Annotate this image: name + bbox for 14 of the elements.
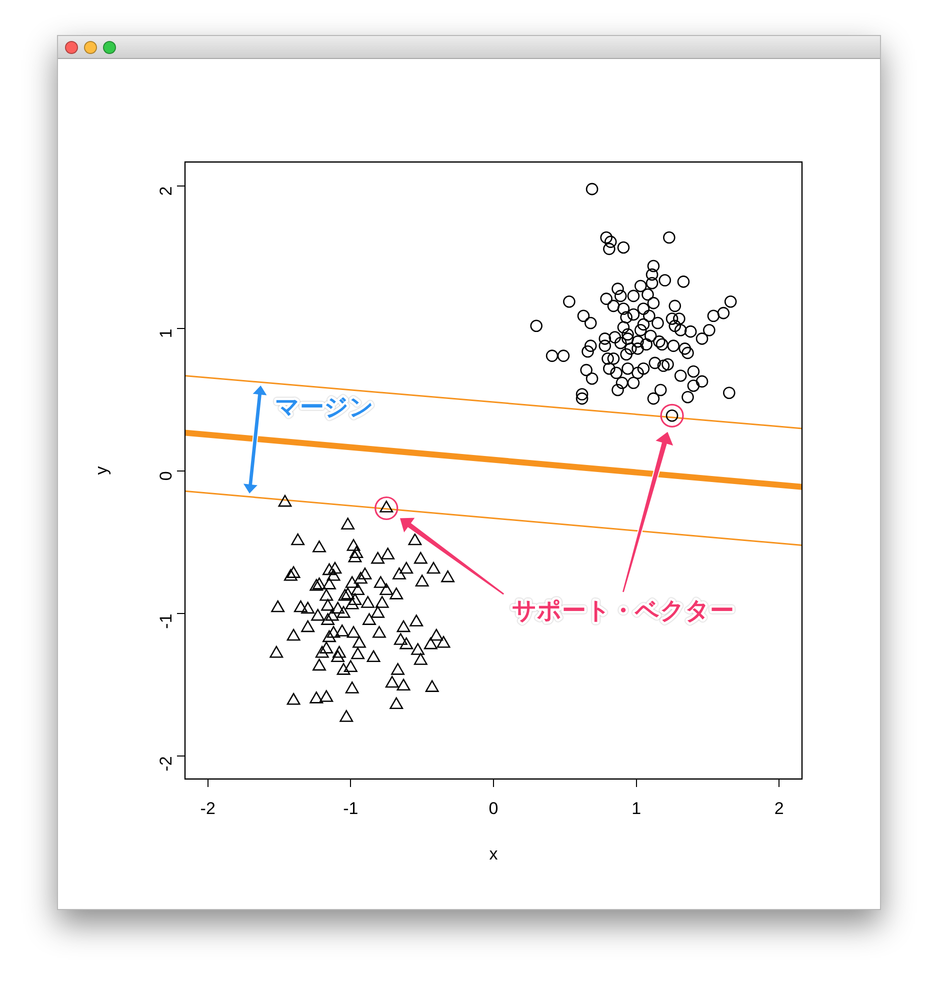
annotation: サポート・ベクター bbox=[512, 596, 734, 625]
y-tick-label: 1 bbox=[156, 328, 176, 338]
x-axis-title: x bbox=[489, 844, 498, 864]
x-tick-label: 0 bbox=[488, 798, 498, 818]
y-tick-label: 2 bbox=[156, 186, 176, 196]
y-tick-label: -2 bbox=[156, 756, 176, 772]
x-tick-label: -1 bbox=[343, 798, 358, 818]
y-axis-title: y bbox=[92, 466, 111, 475]
x-tick-label: 1 bbox=[632, 798, 642, 818]
annotation: マージン bbox=[275, 393, 374, 422]
x-tick-label: 2 bbox=[774, 798, 784, 818]
y-tick-label: 0 bbox=[156, 471, 176, 481]
x-tick-label: -2 bbox=[200, 798, 216, 818]
y-tick-label: -1 bbox=[156, 614, 176, 629]
